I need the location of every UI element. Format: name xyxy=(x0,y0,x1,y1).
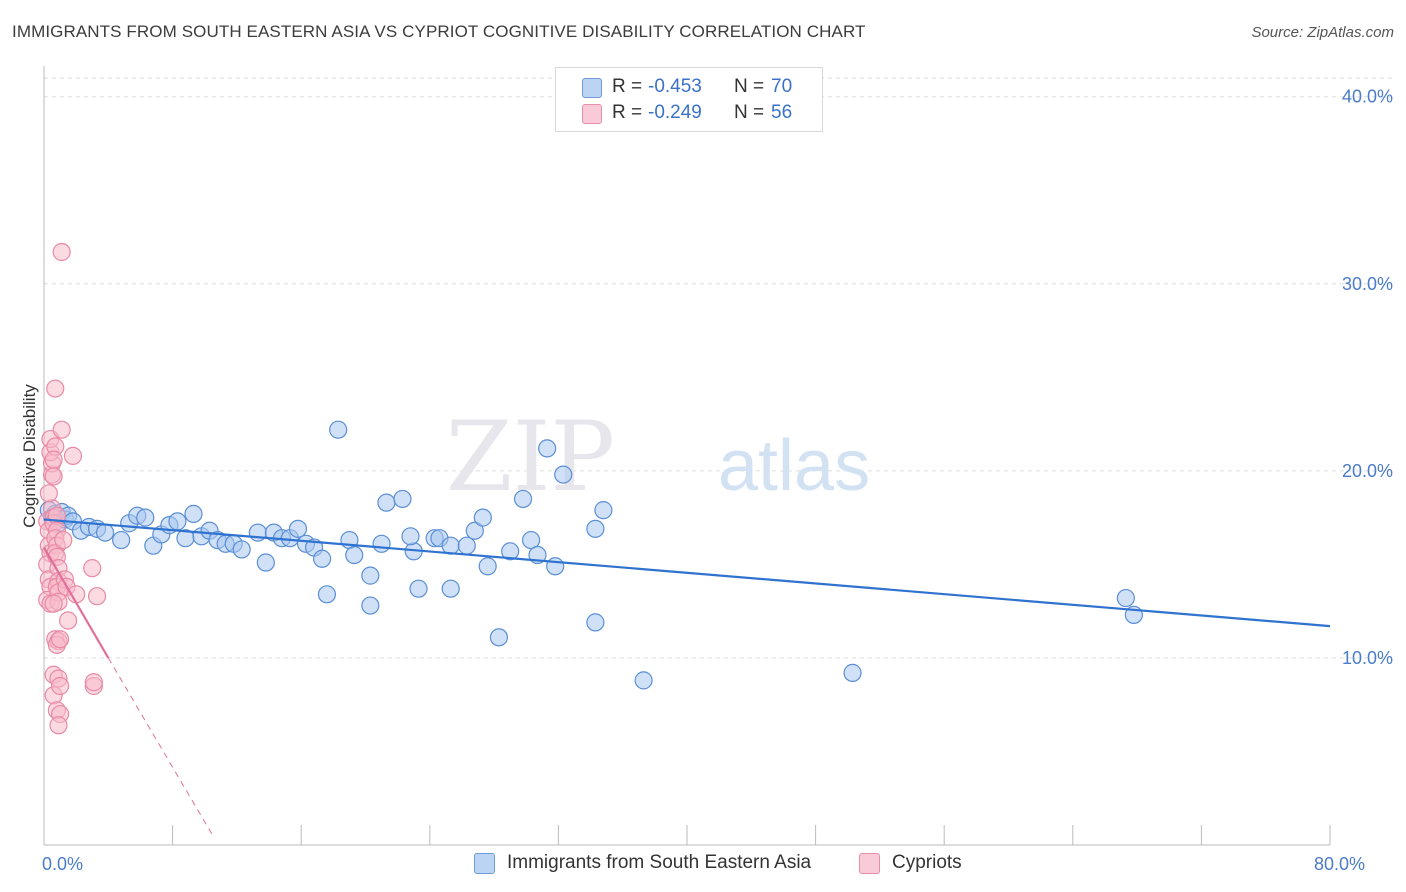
blue-point xyxy=(586,519,605,538)
pink-point xyxy=(44,467,63,486)
blue-point xyxy=(361,596,380,615)
blue-trend-line xyxy=(43,518,1331,628)
pink-point xyxy=(54,530,73,550)
pink-point xyxy=(63,446,83,465)
x-tick-label: 0.0% xyxy=(42,854,83,874)
watermark-atlas: atlas xyxy=(718,426,870,506)
x-tick-label: 80.0% xyxy=(1314,854,1365,874)
pink-point xyxy=(44,450,63,469)
blue-point xyxy=(489,628,509,647)
tick-labels: 10.0% 20.0% 30.0% 40.0% 0.0% 80.0% Cognitive D… xyxy=(20,87,1393,874)
blue-point xyxy=(95,523,115,542)
y-tick-label: 30.0% xyxy=(1342,274,1393,294)
series-swatch-pink xyxy=(859,853,880,874)
pink-point xyxy=(49,716,68,735)
blue-point xyxy=(112,530,131,550)
blue-point xyxy=(317,585,337,604)
pink-point xyxy=(52,242,71,262)
blue-point xyxy=(345,545,364,565)
series-swatch-blue xyxy=(474,853,495,874)
legend-swatch-pink xyxy=(582,104,602,124)
pink-point xyxy=(46,379,65,398)
blue-point xyxy=(457,536,476,555)
legend-r-value: -0.249 xyxy=(648,102,702,123)
pink-trend-line xyxy=(43,546,110,659)
pink-point xyxy=(84,673,103,692)
series-label: Cypriots xyxy=(892,852,962,873)
blue-point xyxy=(513,489,533,509)
blue-point xyxy=(232,540,251,559)
blue-point xyxy=(441,579,460,598)
legend-r-label: R = xyxy=(612,102,643,123)
correlation-legend: R = -0.453 N = 70 R = -0.249 N = 56 xyxy=(555,67,823,132)
blue-point xyxy=(634,671,653,690)
y-axis-label: Cognitive Disability xyxy=(20,384,39,528)
pink-point xyxy=(44,594,63,613)
blue-point xyxy=(136,508,155,527)
legend-n-label: N = xyxy=(734,102,765,123)
pink-point xyxy=(50,630,70,649)
data-points xyxy=(38,242,1143,735)
axes xyxy=(43,66,1331,846)
blue-point xyxy=(377,493,396,512)
blue-point xyxy=(465,521,484,540)
blue-point xyxy=(372,534,391,553)
trend-lines xyxy=(43,518,1331,836)
legend-swatch-blue xyxy=(582,78,602,98)
pink-point xyxy=(59,611,78,630)
blue-point xyxy=(594,501,613,520)
blue-point xyxy=(843,663,862,682)
blue-point xyxy=(288,519,308,538)
legend-r-label: R = xyxy=(612,76,643,97)
blue-point xyxy=(256,553,275,572)
source-label: Source: ZipAtlas.com xyxy=(1251,24,1394,41)
pink-point xyxy=(52,420,71,439)
legend-r-value: -0.453 xyxy=(648,76,702,97)
blue-point xyxy=(409,579,428,598)
blue-point xyxy=(1116,588,1135,608)
blue-point xyxy=(586,613,605,632)
blue-point xyxy=(554,465,573,484)
pink-point xyxy=(83,559,102,578)
blue-point xyxy=(478,557,497,576)
blue-point xyxy=(473,508,492,527)
grid-lines xyxy=(44,77,1395,659)
blue-point xyxy=(521,530,541,550)
pink-point xyxy=(87,587,107,606)
series-label: Immigrants from South Eastern Asia xyxy=(507,852,812,873)
blue-point xyxy=(401,527,420,546)
blue-point xyxy=(393,489,412,509)
y-tick-label: 40.0% xyxy=(1342,87,1393,107)
blue-point xyxy=(501,542,520,561)
legend-n-label: N = xyxy=(734,76,765,97)
blue-point xyxy=(538,439,557,458)
blue-point xyxy=(329,420,348,439)
pink-point xyxy=(39,484,58,503)
y-tick-label: 10.0% xyxy=(1342,648,1393,668)
blue-point xyxy=(184,504,203,523)
legend-n-value: 56 xyxy=(771,102,793,123)
pink-point xyxy=(50,676,70,696)
blue-point xyxy=(361,566,380,585)
chart-title: IMMIGRANTS FROM SOUTH EASTERN ASIA VS CY… xyxy=(12,22,866,41)
y-tick-label: 20.0% xyxy=(1342,461,1393,481)
blue-point xyxy=(168,512,187,531)
pink-trend-extension xyxy=(107,657,214,836)
blue-point xyxy=(312,549,332,568)
legend-n-value: 70 xyxy=(771,76,793,97)
